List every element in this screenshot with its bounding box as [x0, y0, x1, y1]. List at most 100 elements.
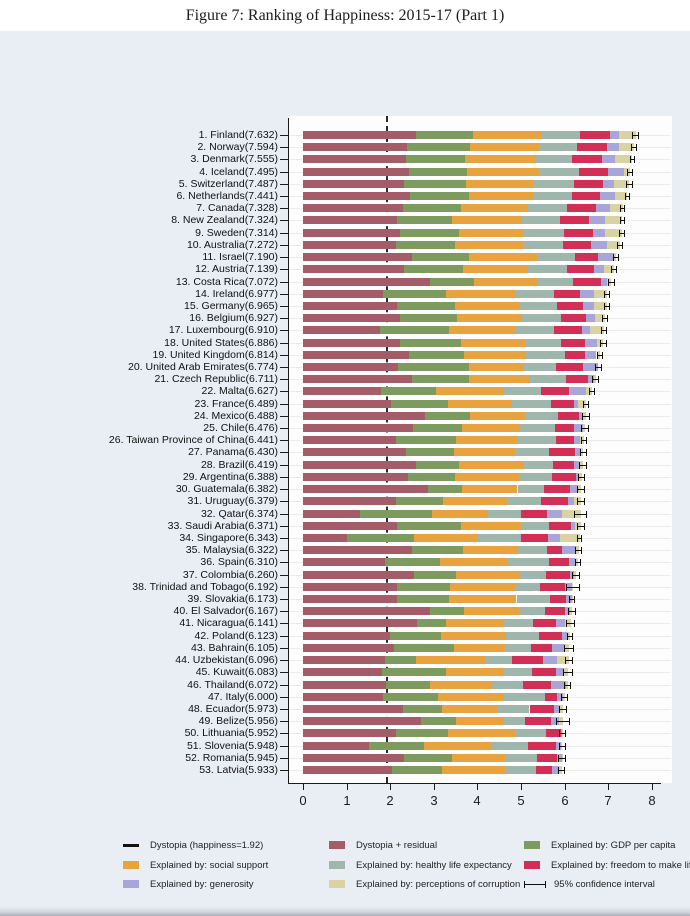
ci-cap — [626, 181, 628, 188]
segment-healthy_life_expectancy — [517, 546, 547, 554]
country-label: 38. Trinidad and Tobago(6.192) — [132, 581, 278, 593]
country-label: 8. New Zealand(7.324) — [171, 214, 278, 226]
segment-freedom — [521, 510, 548, 518]
ci-cap — [619, 205, 621, 212]
ci-cap — [566, 633, 568, 640]
country-label: 39. Slovakia(6.173) — [187, 593, 278, 605]
legend-label: Explained by: perceptions of corruption — [356, 878, 521, 890]
ci-cap — [611, 266, 613, 273]
confidence-interval — [592, 376, 599, 383]
segment-perceptions_of_corruption — [609, 204, 623, 212]
segment-generosity — [582, 363, 599, 371]
legend-item: Explained by: GDP per capita — [524, 837, 675, 853]
legend-label: Explained by: generosity — [150, 878, 254, 890]
segment-healthy_life_expectancy — [502, 387, 542, 395]
country-label: 30. Guatemala(6.382) — [175, 483, 278, 495]
segment-freedom — [560, 216, 590, 224]
ci-cap — [585, 437, 587, 444]
segment-perceptions_of_corruption — [604, 265, 615, 273]
country-label: 34. Singapore(6.343) — [179, 532, 278, 544]
segment-social_support — [470, 143, 540, 151]
country-label: 3. Denmark(7.555) — [190, 153, 278, 165]
confidence-interval — [603, 303, 610, 310]
ci-line — [577, 477, 586, 478]
segment-generosity — [562, 546, 576, 554]
ci-cap — [602, 315, 604, 322]
ci-line — [576, 538, 583, 539]
segment-perceptions_of_corruption — [561, 510, 581, 518]
country-label: 18. United States(6.886) — [164, 337, 278, 349]
y-axis-tick — [280, 501, 288, 502]
segment-dystopia_residual — [303, 387, 381, 395]
ci-line — [613, 257, 620, 258]
segment-healthy_life_expectancy — [490, 742, 529, 750]
ci-cap — [584, 474, 586, 481]
ci-cap — [625, 193, 627, 200]
ci-cap — [580, 559, 582, 566]
segment-perceptions_of_corruption — [573, 497, 582, 505]
y-axis-tick — [280, 562, 288, 563]
ci-cap — [584, 486, 586, 493]
segment-dystopia_residual — [303, 619, 417, 627]
segment-healthy_life_expectancy — [523, 461, 553, 469]
y-axis-tick — [280, 648, 288, 649]
segment-dystopia_residual — [303, 534, 347, 542]
segment-dystopia_residual — [303, 497, 396, 505]
segment-freedom — [556, 363, 583, 371]
segment-social_support — [461, 339, 526, 347]
legend-label: 95% confidence interval — [554, 878, 655, 890]
country-label: 5. Switzerland(7.487) — [178, 178, 278, 190]
confidence-interval — [561, 694, 568, 701]
segment-generosity — [565, 595, 572, 603]
confidence-interval — [602, 315, 608, 322]
segment-healthy_life_expectancy — [519, 302, 557, 310]
confidence-interval — [594, 364, 602, 371]
segment-generosity — [585, 351, 597, 359]
ci-line — [578, 465, 588, 466]
segment-generosity — [584, 339, 598, 347]
confidence-interval — [588, 388, 596, 395]
ci-cap — [599, 340, 601, 347]
ci-cap — [574, 596, 576, 603]
country-label: 4. Iceland(7.495) — [199, 166, 278, 178]
segment-dystopia_residual — [303, 143, 407, 151]
y-axis-tick — [280, 355, 288, 356]
confidence-interval — [599, 340, 607, 347]
ci-line — [594, 367, 602, 368]
y-axis-tick — [280, 599, 288, 600]
x-axis-tick — [477, 784, 478, 790]
segment-healthy_life_expectancy — [539, 143, 577, 151]
ci-cap — [603, 303, 605, 310]
segment-gdp_per_capita — [396, 302, 456, 310]
confidence-interval — [632, 132, 640, 139]
y-axis-tick — [280, 257, 288, 258]
ci-cap — [627, 169, 629, 176]
segment-gdp_per_capita — [412, 375, 469, 383]
ci-line — [564, 648, 575, 649]
y-axis-tick — [280, 416, 288, 417]
y-axis-tick — [280, 733, 288, 734]
segment-healthy_life_expectancy — [533, 192, 573, 200]
y-axis-tick — [280, 697, 288, 698]
ci-cap — [578, 572, 580, 579]
confidence-interval — [583, 401, 589, 408]
country-label: 7. Canada(7.328) — [196, 202, 278, 214]
confidence-interval — [559, 706, 568, 713]
ci-cap — [586, 462, 588, 469]
segment-generosity — [600, 192, 615, 200]
ci-cap — [577, 474, 579, 481]
y-axis-tick — [280, 147, 288, 148]
segment-dystopia_residual — [303, 607, 430, 615]
segment-freedom — [555, 424, 575, 432]
segment-social_support — [462, 424, 521, 432]
segment-freedom — [546, 571, 570, 579]
segment-healthy_life_expectancy — [539, 168, 579, 176]
ci-cap — [617, 242, 619, 249]
legend-item: Explained by: generosity — [123, 876, 254, 892]
legend-swatch — [329, 841, 345, 849]
segment-freedom — [533, 619, 557, 627]
segment-social_support — [461, 204, 529, 212]
segment-dystopia_residual — [303, 363, 399, 371]
country-label: 44. Uzbekistan(6.096) — [175, 654, 278, 666]
segment-freedom — [572, 192, 601, 200]
